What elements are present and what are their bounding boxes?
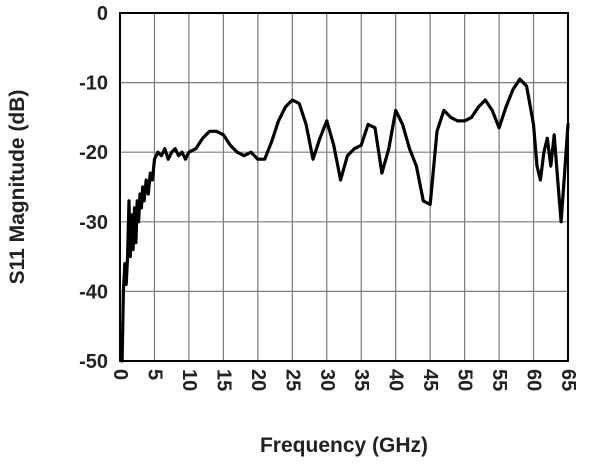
series-line-s11	[120, 77, 570, 363]
x-tick-label: 10	[178, 369, 200, 391]
x-tick-label: 20	[247, 369, 269, 391]
x-tick-label: 65	[557, 369, 579, 391]
x-tick-label: 35	[350, 369, 372, 391]
y-tick-label: -30	[79, 212, 108, 234]
y-tick-label: 0	[97, 3, 108, 25]
x-tick-label: 45	[419, 369, 441, 391]
x-tick-labels: 0 5 10 15 20 25 30 35 40 45 50 55 60 65	[109, 369, 579, 391]
x-tick-label: 25	[281, 369, 303, 391]
y-tick-label: -50	[79, 351, 108, 373]
x-tick-label: 60	[523, 369, 545, 391]
x-tick-label: 40	[385, 369, 407, 391]
x-tick-label: 50	[454, 369, 476, 391]
y-tick-labels: 0 -10 -20 -30 -40 -50	[79, 3, 108, 373]
x-tick-label: 0	[109, 369, 131, 380]
x-tick-label: 5	[143, 369, 165, 380]
y-tick-label: -10	[79, 73, 108, 95]
y-axis-title: S11 Magnitude (dB)	[6, 90, 29, 285]
x-tick-label: 15	[212, 369, 234, 391]
y-tick-label: -40	[79, 281, 108, 303]
x-axis-title: Frequency (GHz)	[260, 434, 428, 457]
y-tick-label: -20	[79, 142, 108, 164]
x-tick-label: 55	[488, 369, 510, 391]
x-tick-label: 30	[316, 369, 338, 391]
plot-frame	[119, 12, 569, 362]
plot-area	[120, 13, 568, 361]
series-group	[120, 77, 570, 363]
